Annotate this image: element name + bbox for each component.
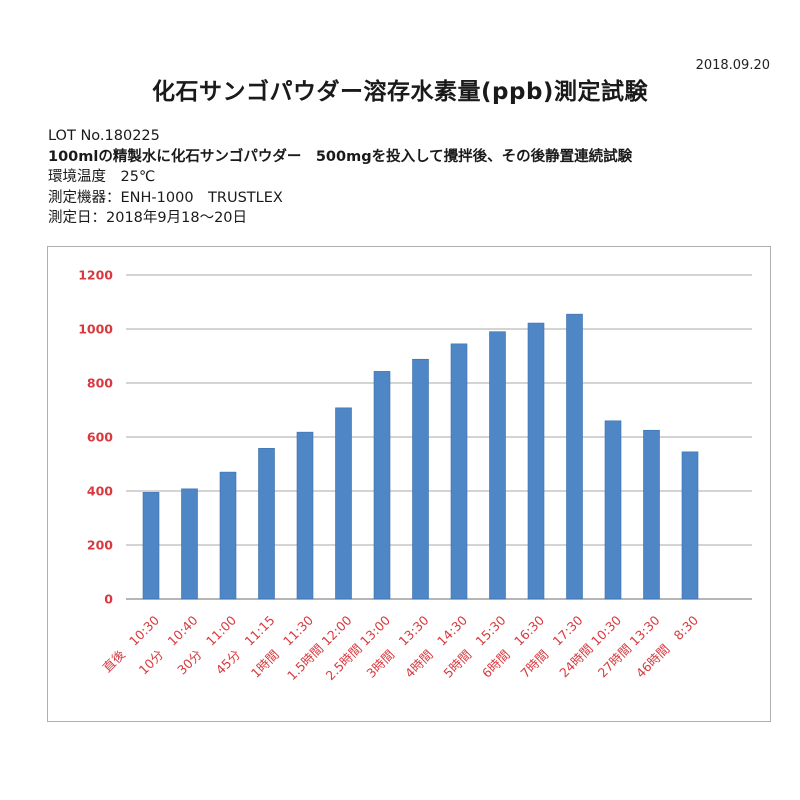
bar bbox=[142, 492, 160, 600]
bar bbox=[681, 451, 699, 600]
ambient-temperature: 環境温度 25℃ bbox=[48, 169, 156, 185]
chart-area: 0 200 400 600 800 1000 1200 直後 10:30 10分 10:40 30… bbox=[47, 246, 771, 722]
y-tick-label: 800 bbox=[87, 376, 113, 391]
y-tick-label: 600 bbox=[87, 430, 113, 445]
y-tick-label: 1000 bbox=[78, 322, 113, 337]
y-tick-label: 200 bbox=[87, 538, 113, 553]
bar bbox=[258, 448, 275, 600]
bar bbox=[373, 371, 391, 600]
measurement-date: 測定日：2018年9月18～20日 bbox=[48, 210, 248, 226]
bar bbox=[181, 488, 198, 600]
page-title: 化石サンゴパウダー溶存水素量(ppb)測定試験 bbox=[152, 79, 648, 105]
bar bbox=[219, 471, 237, 600]
bar bbox=[566, 313, 583, 600]
bar bbox=[604, 420, 622, 600]
bar bbox=[643, 429, 660, 600]
bar bbox=[296, 431, 314, 600]
bar bbox=[450, 343, 468, 600]
bar bbox=[335, 407, 352, 600]
bar bbox=[412, 358, 429, 600]
measuring-instrument: 測定機器：ENH-1000 TRUSTLEX bbox=[48, 189, 283, 206]
lot-number: LOT No.180225 bbox=[48, 128, 160, 144]
test-info: LOT No.180225 100mlの精製水に化石サンゴパウダー 500mgを… bbox=[48, 126, 632, 229]
bar bbox=[489, 331, 506, 600]
y-tick-label: 1200 bbox=[78, 268, 113, 283]
y-tick-label: 400 bbox=[87, 484, 113, 499]
test-method: 100mlの精製水に化石サンゴパウダー 500mgを投入して攪拌後、その後静置連… bbox=[48, 148, 633, 165]
bar bbox=[527, 322, 545, 600]
y-tick-label: 0 bbox=[104, 592, 113, 607]
report-date: 2018.09.20 bbox=[695, 58, 770, 73]
